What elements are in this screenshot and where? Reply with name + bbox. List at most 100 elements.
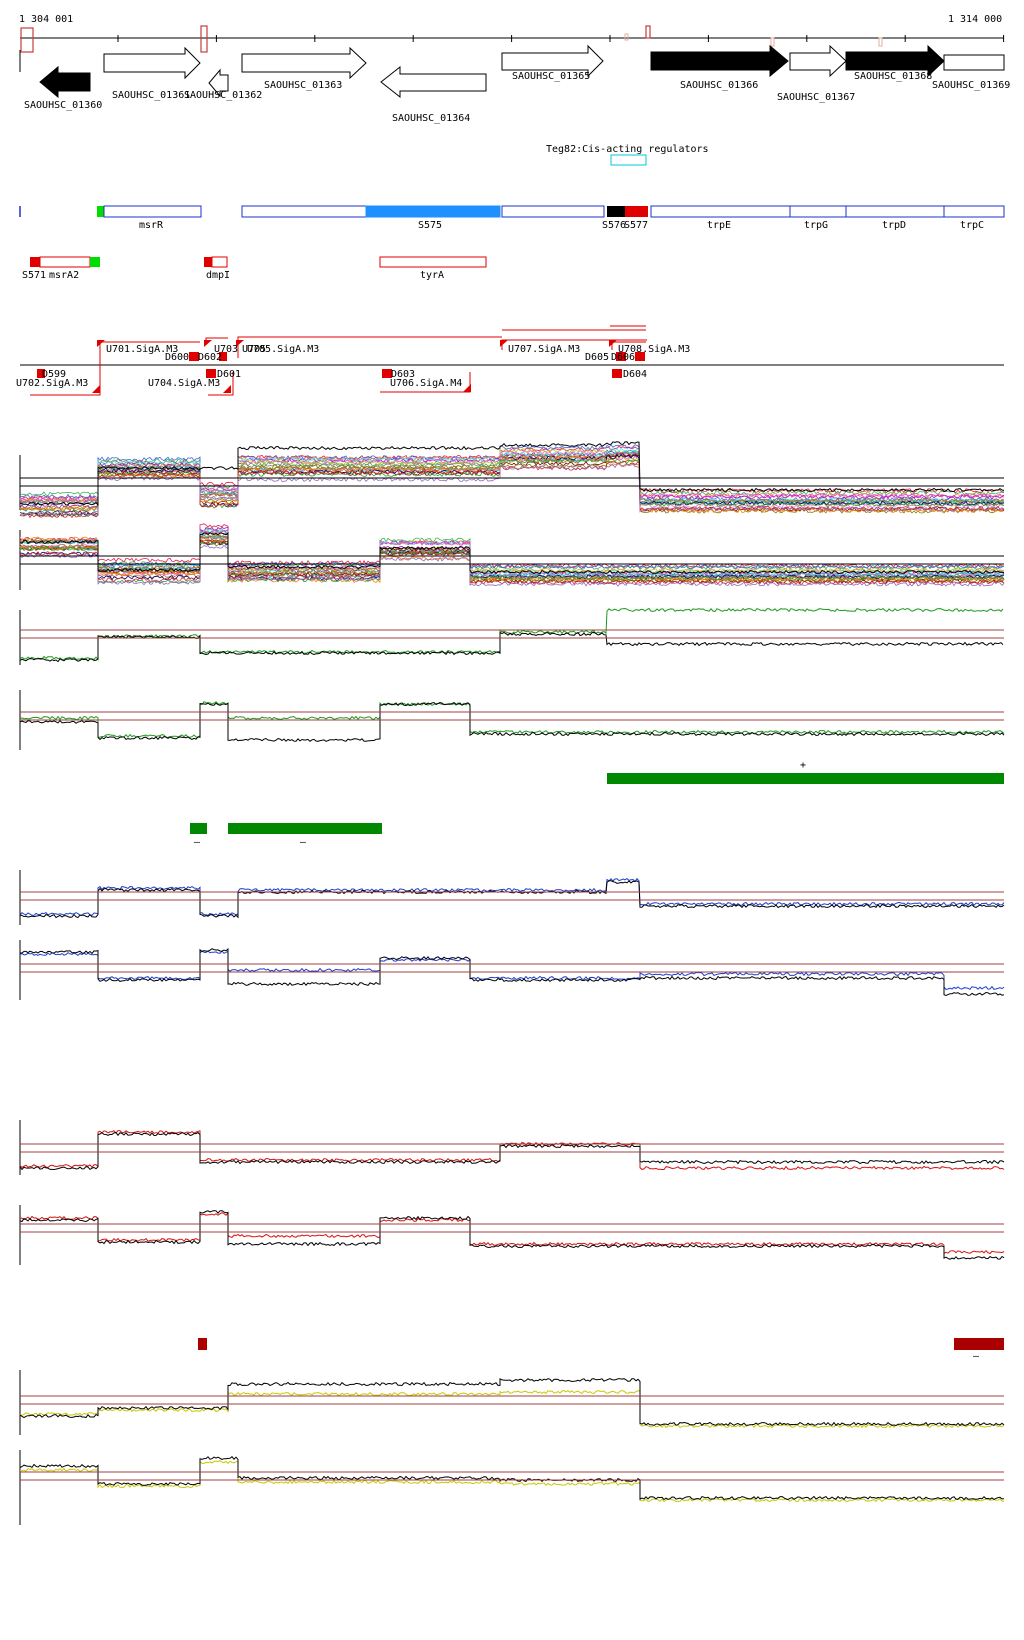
feature-box[interactable] bbox=[379, 256, 487, 268]
promoter-label: U704.SigA.M3 bbox=[148, 378, 220, 389]
band-marker: – bbox=[194, 837, 201, 848]
expression-trace bbox=[20, 447, 1005, 505]
feature-box[interactable] bbox=[845, 205, 945, 218]
axis-marker bbox=[878, 37, 883, 47]
feature-box[interactable] bbox=[365, 205, 501, 218]
expression-trace bbox=[19, 454, 1004, 518]
feature-label: trpE bbox=[707, 220, 731, 231]
gene-label: SAOUHSC_01365 bbox=[512, 71, 590, 82]
expression-trace bbox=[19, 877, 1005, 917]
promoter-label: D601 bbox=[217, 369, 241, 380]
expression-trace bbox=[19, 607, 1004, 661]
promoter-label: D603 bbox=[391, 369, 415, 380]
feature-box[interactable] bbox=[241, 205, 367, 218]
feature-label: msrA2 bbox=[49, 270, 79, 281]
expression-trace bbox=[19, 1389, 1005, 1429]
feature-box[interactable] bbox=[625, 206, 648, 217]
promoter-track: U701.SigA.M3 U702.SigA.M3 U703 U704.SigA… bbox=[16, 325, 1004, 396]
gene-arrow[interactable] bbox=[650, 44, 789, 78]
expression-trace bbox=[19, 880, 1005, 919]
cis-regulator-label: Teg82:Cis-acting regulators bbox=[546, 144, 709, 155]
gene-arrow[interactable] bbox=[845, 44, 945, 78]
expression-trace bbox=[19, 532, 1005, 575]
promoter-label: U708.SigA.M3 bbox=[618, 344, 690, 355]
feature-box[interactable] bbox=[650, 205, 791, 218]
gene-arrow[interactable] bbox=[208, 68, 229, 98]
promoter-label: U707.SigA.M3 bbox=[508, 344, 580, 355]
expression-trace bbox=[19, 458, 1005, 518]
expression-trace bbox=[19, 701, 1005, 742]
expression-trace bbox=[19, 528, 1005, 575]
gene-label: SAOUHSC_01361 bbox=[112, 90, 190, 101]
red-bands: – bbox=[198, 1338, 1004, 1362]
gene-label: SAOUHSC_01369 bbox=[932, 80, 1010, 91]
gene-arrow[interactable] bbox=[103, 46, 201, 80]
expression-trace bbox=[19, 1377, 1005, 1427]
axis-marker bbox=[645, 25, 651, 39]
green-bands: + – – bbox=[190, 760, 1004, 848]
feature-box[interactable] bbox=[103, 205, 202, 218]
expression-trace bbox=[19, 441, 1005, 507]
feature-green[interactable] bbox=[90, 257, 100, 267]
axis-marker bbox=[624, 33, 629, 41]
plus-strand-band[interactable] bbox=[607, 773, 1004, 784]
expression-trace bbox=[19, 1210, 1005, 1260]
gene-arrow[interactable] bbox=[943, 54, 1005, 71]
feature-box[interactable] bbox=[789, 205, 847, 218]
expression-trace bbox=[19, 452, 1005, 511]
gene-label: SAOUHSC_01364 bbox=[392, 113, 470, 124]
axis-marker bbox=[200, 25, 208, 53]
gene-arrow[interactable] bbox=[39, 65, 91, 99]
coordinate-axis: 1 304 001 1 314 000 bbox=[19, 14, 1005, 72]
feature-label: msrR bbox=[139, 220, 164, 231]
expression-trace bbox=[19, 1455, 1005, 1501]
promoter-label: U701.SigA.M3 bbox=[106, 344, 178, 355]
expression-trace bbox=[19, 523, 1005, 569]
promoter-label: D604 bbox=[623, 369, 647, 380]
minus-strand-band[interactable] bbox=[190, 823, 207, 834]
start-coordinate: 1 304 001 bbox=[19, 14, 73, 25]
promoter-label: U705 bbox=[242, 344, 266, 355]
gene-arrow[interactable] bbox=[789, 44, 847, 78]
promoter-label: D602 bbox=[198, 352, 222, 363]
feature-label: trpG bbox=[804, 220, 828, 231]
end-coordinate: 1 314 000 bbox=[948, 14, 1002, 25]
feature-box[interactable] bbox=[30, 257, 40, 267]
feature-box[interactable] bbox=[211, 256, 228, 268]
axis-marker bbox=[20, 27, 34, 53]
expression-trace bbox=[19, 455, 1004, 503]
feature-label: S577 bbox=[624, 220, 648, 231]
cis-regulator-track: Teg82:Cis-acting regulators bbox=[546, 144, 709, 166]
feature-green[interactable] bbox=[97, 206, 104, 217]
feature-track-2: S571 msrA2 dmpI tyrA bbox=[22, 256, 487, 281]
gene-label: SAOUHSC_01366 bbox=[680, 80, 758, 91]
promoter-label: U703 bbox=[214, 344, 238, 355]
feature-label: dmpI bbox=[206, 270, 230, 281]
promoter-label: D599 bbox=[42, 369, 66, 380]
minus-strand-band[interactable] bbox=[228, 823, 382, 834]
gene-arrow[interactable] bbox=[241, 46, 367, 80]
feature-box[interactable] bbox=[501, 205, 605, 218]
gene-label: SAOUHSC_01368 bbox=[854, 71, 932, 82]
gene-arrow[interactable] bbox=[380, 65, 487, 99]
feature-box[interactable] bbox=[943, 205, 1005, 218]
feature-box[interactable] bbox=[607, 206, 625, 217]
minus-strand-band[interactable] bbox=[954, 1338, 1004, 1350]
minus-strand-band[interactable] bbox=[198, 1338, 207, 1350]
feature-label: S575 bbox=[418, 220, 442, 231]
gene-label: SAOUHSC_01363 bbox=[264, 80, 342, 91]
cis-regulator-box[interactable] bbox=[610, 154, 647, 166]
feature-label: trpD bbox=[882, 220, 906, 231]
gene-label: SAOUHSC_01367 bbox=[777, 92, 855, 103]
feature-box[interactable] bbox=[39, 256, 91, 268]
expression-trace bbox=[19, 534, 1005, 579]
gene-arrow[interactable] bbox=[501, 44, 604, 78]
feature-track-1: msrR S575 S576 S577 trpE trpG trpD trpC bbox=[19, 205, 1005, 231]
promoter-label: U702.SigA.M3 bbox=[16, 378, 88, 389]
promoter-label: D600 bbox=[165, 352, 189, 363]
feature-label: S576 bbox=[602, 220, 626, 231]
feature-box[interactable] bbox=[204, 257, 212, 267]
feature-label: S571 bbox=[22, 270, 46, 281]
expression-trace bbox=[19, 1459, 1005, 1503]
